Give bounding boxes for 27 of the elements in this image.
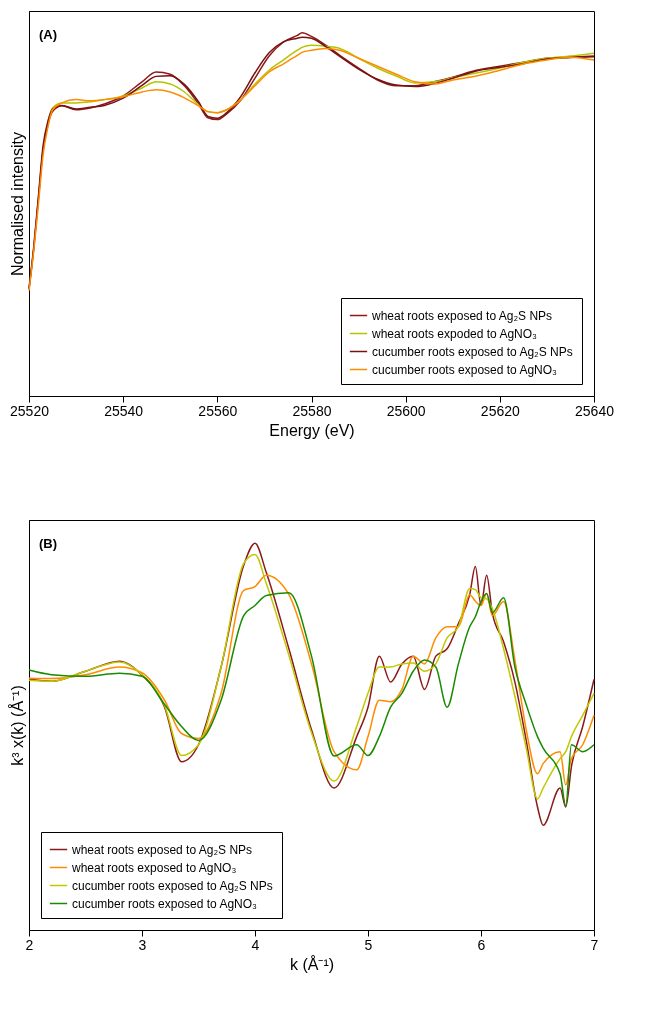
- x-tick-label: 7: [590, 936, 599, 953]
- legend-label: cucumber roots exposed to AgNO₃: [72, 896, 258, 911]
- x-tick-label: 4: [251, 936, 260, 953]
- x-tick-label: 25560: [198, 402, 238, 419]
- x-tick-label: 25520: [10, 402, 50, 419]
- legend-label: cucumber roots exposed to AgNO₃: [372, 362, 558, 377]
- x-axis-title: k (Å⁻¹): [289, 954, 335, 973]
- x-tick-label: 2: [25, 936, 34, 953]
- legend-label: wheat roots exposed to AgNO₃: [71, 860, 237, 875]
- x-tick-label: 3: [138, 936, 147, 953]
- legend-label: cucumber roots exposed to Ag₂S NPs: [372, 344, 573, 359]
- x-tick-label: 25540: [104, 402, 144, 419]
- x-tick-label: 25640: [575, 402, 615, 419]
- legend-label: wheat roots exposed to Ag₂S NPs: [371, 308, 553, 323]
- x-tick-label: 25600: [386, 402, 426, 419]
- legend-label: wheat roots exposed to Ag₂S NPs: [71, 842, 253, 857]
- x-tick-label: 6: [477, 936, 486, 953]
- y-axis-title: k³ x(k) (Å⁻¹): [7, 685, 26, 766]
- x-axis-title: Energy (eV): [269, 421, 355, 439]
- y-axis-title: Normalised intensity: [8, 131, 26, 277]
- x-tick-label: 25620: [480, 402, 521, 419]
- legend-label: wheat roots expoded to AgNO₃: [371, 326, 538, 341]
- chart-title: (A): [39, 27, 58, 42]
- x-tick-label: 5: [364, 936, 373, 953]
- x-tick-label: 25580: [292, 402, 332, 419]
- chart-title: (B): [39, 536, 58, 551]
- legend-label: cucumber roots exposed to Ag₂S NPs: [72, 878, 273, 893]
